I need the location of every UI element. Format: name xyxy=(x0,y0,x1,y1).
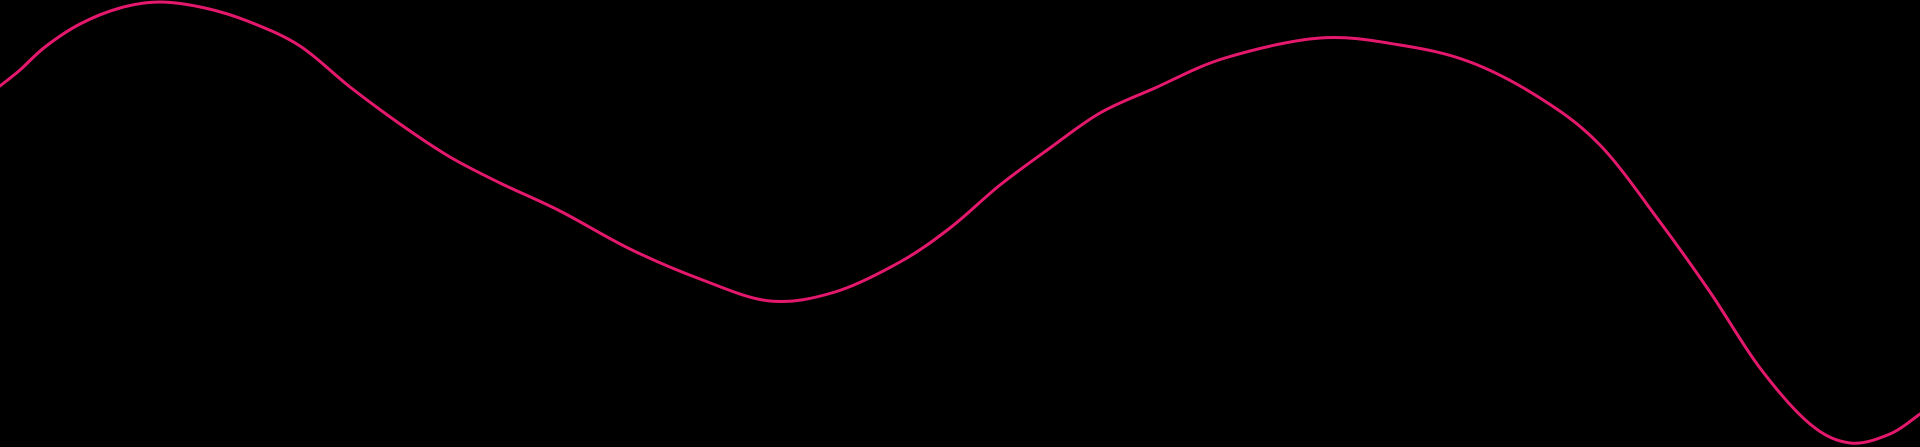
wave-curve xyxy=(0,0,1920,445)
black-canvas xyxy=(0,0,1920,445)
wave-svg xyxy=(0,0,1920,445)
